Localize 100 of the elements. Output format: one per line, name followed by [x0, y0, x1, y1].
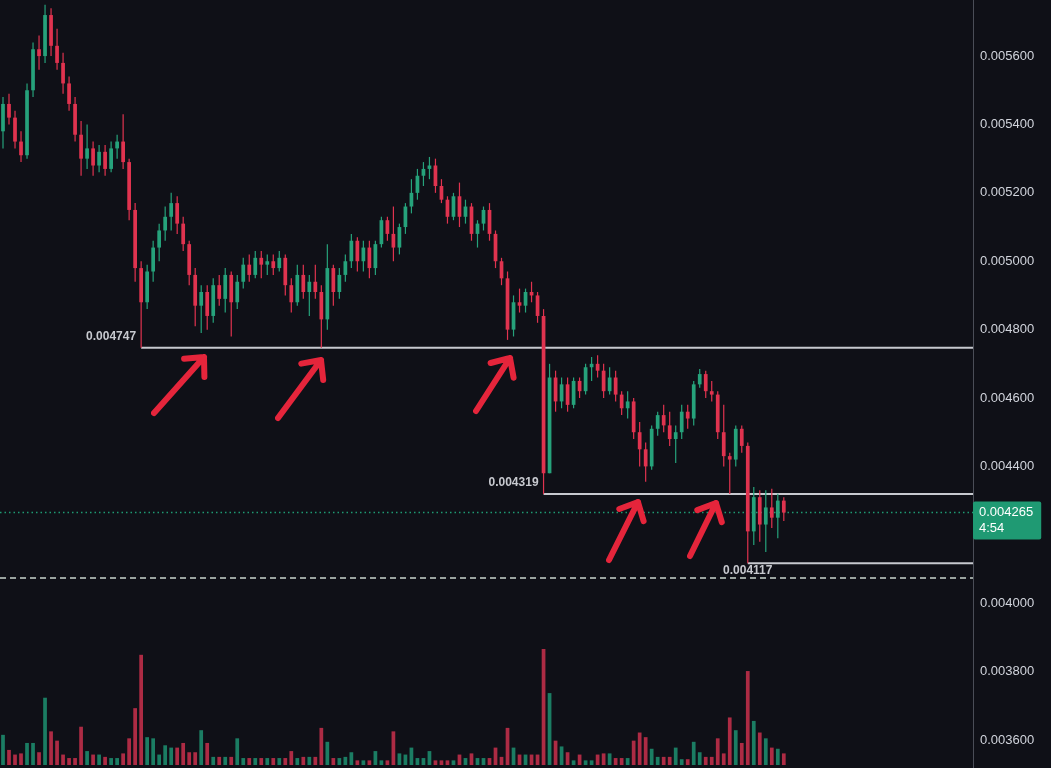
candlestick	[619, 390, 624, 416]
candlestick	[769, 488, 774, 529]
bar	[649, 748, 654, 765]
candlestick	[13, 110, 17, 149]
bar	[709, 756, 714, 765]
bar	[139, 654, 144, 765]
bar	[13, 754, 17, 765]
bar	[25, 742, 29, 765]
candlestick	[337, 267, 342, 300]
bar	[127, 738, 131, 765]
candlestick	[697, 368, 702, 389]
candlestick	[79, 120, 83, 177]
bar	[757, 732, 762, 765]
candlestick	[259, 250, 264, 279]
bar	[775, 748, 780, 765]
candlestick	[163, 205, 168, 242]
candlestick	[289, 277, 294, 314]
candlestick	[169, 192, 174, 232]
bar	[295, 758, 300, 765]
candlestick	[763, 489, 768, 553]
candlestick	[721, 404, 726, 468]
candlestick	[739, 424, 744, 454]
bar	[223, 756, 228, 765]
bar	[187, 752, 192, 765]
candlestick	[175, 195, 180, 235]
bar	[163, 745, 168, 765]
bar	[667, 756, 672, 765]
candlestick	[223, 267, 228, 314]
candlestick	[637, 421, 642, 468]
bar	[319, 727, 324, 765]
candlestick	[205, 284, 210, 331]
candlestick	[85, 123, 89, 170]
candlestick	[61, 52, 65, 95]
candlestick	[781, 496, 786, 522]
candlestick	[679, 404, 684, 440]
candlestick	[349, 233, 354, 269]
bar	[115, 758, 119, 765]
candlestick	[661, 404, 666, 433]
bar	[763, 738, 768, 765]
bar	[253, 758, 258, 765]
bar	[769, 747, 774, 765]
candlestick	[307, 274, 312, 317]
candlestick	[217, 274, 222, 307]
candlestick	[103, 144, 107, 177]
candlestick	[667, 411, 672, 447]
candlestick	[241, 257, 246, 290]
bar	[181, 742, 186, 765]
bar	[109, 758, 113, 765]
bar	[307, 756, 312, 765]
bar	[133, 708, 137, 765]
y-tick-label: 0.004000	[980, 594, 1035, 610]
candlestick	[91, 140, 95, 177]
bar	[619, 758, 624, 765]
bar	[637, 732, 642, 765]
y-tick-label: 0.005600	[980, 47, 1035, 63]
bar	[301, 756, 306, 765]
bar	[37, 752, 41, 765]
candlestick	[277, 250, 282, 273]
candlestick	[157, 223, 162, 262]
y-tick-label: 0.005000	[980, 252, 1035, 268]
bar	[67, 758, 71, 765]
candlestick	[343, 253, 348, 283]
bar	[145, 737, 150, 765]
bar	[727, 717, 732, 765]
bar	[235, 738, 240, 765]
bar	[205, 742, 210, 765]
candlestick	[709, 380, 714, 403]
candlestick	[109, 140, 113, 173]
bar	[265, 758, 270, 765]
candlestick	[121, 113, 125, 170]
bar	[31, 742, 35, 765]
bar	[625, 758, 630, 765]
bar	[751, 720, 756, 765]
bar	[703, 756, 708, 765]
candlestick	[625, 390, 630, 420]
candlestick	[313, 264, 318, 300]
bar	[289, 751, 294, 765]
candlestick	[655, 411, 660, 437]
bar	[661, 756, 666, 765]
bar	[259, 758, 264, 765]
bar	[43, 697, 47, 765]
bar	[721, 753, 726, 765]
y-tick-label: 0.003600	[980, 731, 1035, 747]
bar	[211, 756, 216, 765]
bar	[79, 726, 83, 765]
candlestick	[199, 284, 204, 334]
bar	[685, 759, 690, 765]
bar	[349, 752, 354, 765]
bar	[325, 741, 330, 765]
bar	[745, 671, 750, 765]
candlestick	[247, 253, 252, 283]
bar	[679, 759, 684, 765]
y-tick-label: 0.005200	[980, 184, 1035, 200]
bar	[49, 731, 53, 765]
ref-line-label: 0.004319	[488, 475, 539, 490]
bar	[691, 741, 696, 765]
bar	[331, 758, 336, 765]
candlestick	[271, 253, 276, 276]
bar	[673, 747, 678, 765]
ref-line-label: 0.004265	[979, 504, 1034, 520]
